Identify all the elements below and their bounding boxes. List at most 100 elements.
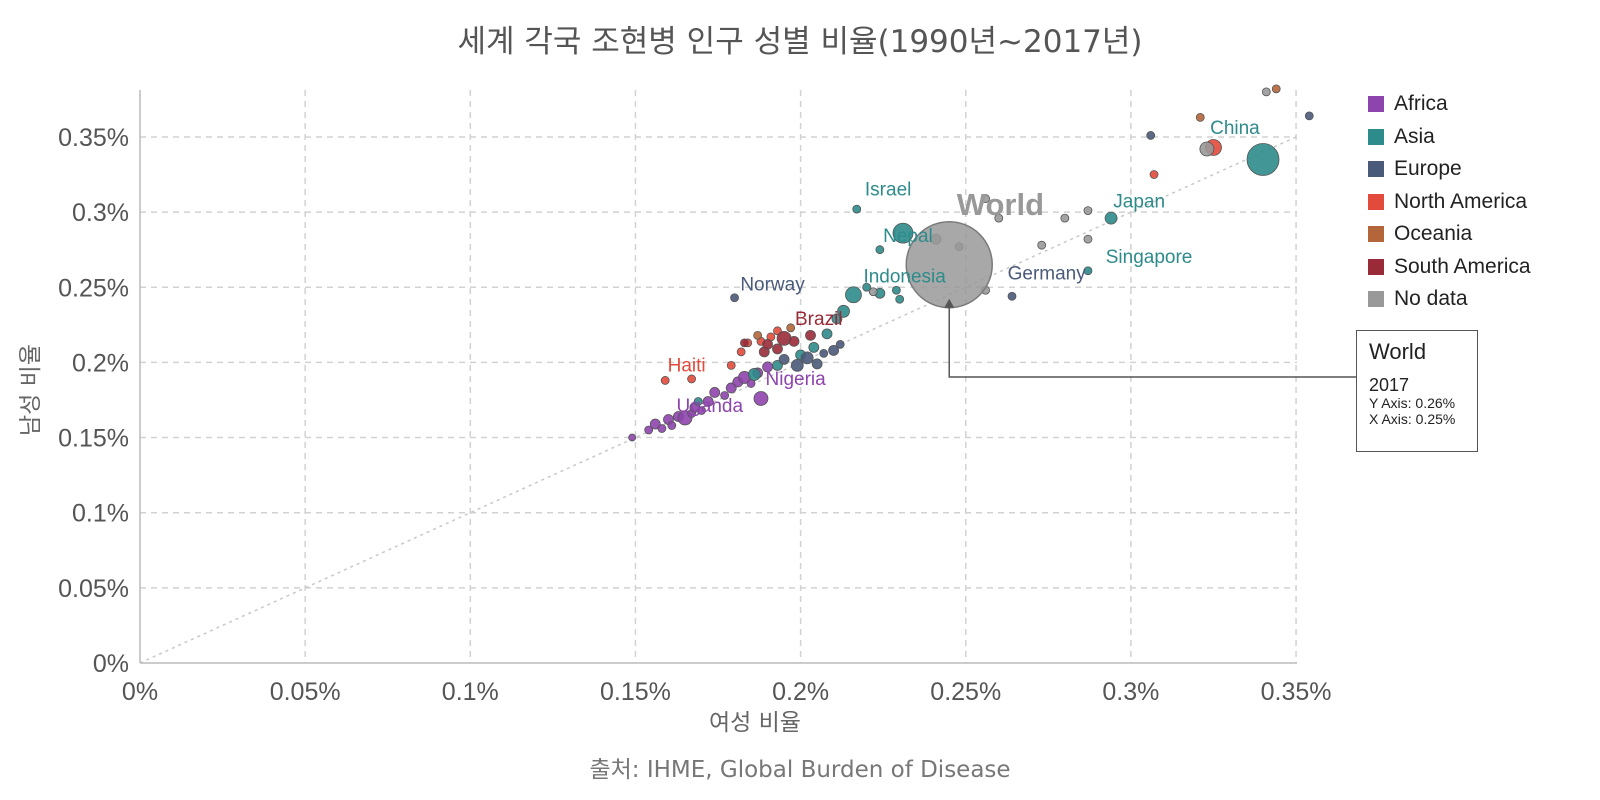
data-point[interactable]	[1149, 170, 1159, 179]
legend-label: No data	[1394, 287, 1468, 311]
data-point[interactable]	[1007, 291, 1017, 301]
data-point[interactable]	[1271, 84, 1281, 94]
data-point[interactable]	[1104, 211, 1118, 225]
data-point[interactable]	[895, 294, 905, 304]
legend-item-oceania[interactable]: Oceania	[1368, 218, 1531, 251]
data-point[interactable]	[1304, 111, 1314, 121]
point-label: Japan	[1113, 192, 1165, 213]
data-points	[628, 84, 1314, 442]
data-point[interactable]	[726, 361, 736, 370]
data-point[interactable]	[891, 285, 901, 295]
data-point[interactable]	[892, 222, 914, 244]
data-point[interactable]	[649, 418, 661, 430]
data-point[interactable]	[852, 204, 862, 214]
grid	[139, 90, 1297, 664]
legend-item-asia[interactable]: Asia	[1368, 121, 1531, 154]
tooltip-x-value: X Axis: 0.25%	[1369, 411, 1456, 427]
y-tick-label: 0.05%	[58, 575, 129, 603]
data-point[interactable]	[778, 353, 790, 365]
tooltip-connector-line	[948, 304, 1356, 378]
x-tick-label: 0.1%	[442, 678, 499, 706]
data-point[interactable]	[747, 368, 761, 381]
data-point[interactable]	[831, 313, 843, 325]
data-point[interactable]	[644, 425, 654, 435]
data-point[interactable]	[1083, 266, 1093, 276]
data-point[interactable]	[660, 376, 670, 385]
data-point[interactable]	[868, 287, 878, 297]
data-point[interactable]	[1060, 213, 1070, 223]
x-tick-label: 0.25%	[930, 678, 1001, 706]
data-point[interactable]	[657, 424, 667, 433]
data-point[interactable]	[790, 359, 804, 372]
legend-label: Oceania	[1394, 222, 1473, 246]
data-point[interactable]	[753, 391, 769, 406]
x-tick-label: 0.35%	[1261, 678, 1332, 706]
point-label: China	[1210, 118, 1260, 139]
data-point[interactable]	[835, 339, 845, 349]
tooltip-arrow	[944, 298, 955, 308]
data-point[interactable]	[730, 293, 739, 303]
data-point[interactable]	[1146, 131, 1156, 140]
axes: 0% 0.05% 0.1% 0.15% 0.2% 0.25% 0.3% 0.35% 0% 0.05…	[18, 90, 1331, 736]
data-point[interactable]	[1246, 143, 1280, 176]
data-point[interactable]	[697, 406, 706, 415]
legend-item-europe[interactable]: Europe	[1368, 153, 1531, 186]
data-point[interactable]	[753, 330, 763, 340]
data-point[interactable]	[1083, 206, 1093, 215]
legend-item-north-america[interactable]: North America	[1368, 186, 1531, 219]
data-point[interactable]	[1083, 234, 1093, 244]
data-point[interactable]	[862, 282, 872, 292]
data-point[interactable]	[725, 382, 737, 394]
legend-label: Europe	[1394, 157, 1462, 181]
data-point[interactable]	[981, 194, 990, 203]
data-point[interactable]	[702, 396, 714, 407]
data-point[interactable]	[1199, 141, 1215, 157]
legend-swatch	[1368, 193, 1384, 210]
data-point[interactable]	[786, 323, 796, 333]
legend-item-south-america[interactable]: South America	[1368, 251, 1531, 284]
data-point[interactable]	[740, 338, 749, 348]
x-axis-title: 여성 비율	[709, 710, 801, 736]
data-point[interactable]	[693, 397, 703, 406]
data-point[interactable]	[1261, 87, 1271, 97]
data-point[interactable]	[811, 358, 823, 370]
chart-title: 세계 각국 조현병 인구 성별 비율(1990년~2017년)	[457, 24, 1143, 60]
data-point[interactable]	[808, 341, 820, 353]
data-point[interactable]	[837, 304, 850, 318]
point-label: Haiti	[668, 355, 706, 376]
legend-label: Africa	[1394, 92, 1448, 116]
data-point[interactable]	[687, 374, 697, 384]
data-point[interactable]	[819, 348, 829, 358]
data-point[interactable]	[736, 347, 746, 357]
legend-swatch	[1368, 161, 1384, 178]
legend-swatch	[1368, 258, 1384, 275]
data-point[interactable]	[628, 433, 637, 442]
point-label: Singapore	[1106, 247, 1193, 268]
point-label: Brazil	[795, 309, 843, 330]
data-point[interactable]	[788, 335, 800, 347]
data-point[interactable]	[875, 245, 885, 255]
data-point[interactable]	[709, 387, 721, 398]
data-point[interactable]	[720, 391, 730, 400]
data-point[interactable]	[994, 213, 1004, 223]
data-point[interactable]	[1195, 113, 1205, 122]
data-point[interactable]	[821, 328, 833, 340]
legend-swatch	[1368, 291, 1384, 308]
data-point[interactable]	[762, 338, 773, 350]
y-tick-label: 0.3%	[72, 199, 129, 227]
legend-item-africa[interactable]: Africa	[1368, 88, 1531, 121]
data-point[interactable]	[772, 343, 783, 355]
tooltip-year: 2017	[1369, 375, 1410, 395]
y-tick-label: 0.1%	[72, 500, 129, 528]
legend-item-no-data[interactable]: No data	[1368, 283, 1531, 316]
data-point[interactable]	[828, 344, 840, 356]
data-point[interactable]	[845, 286, 862, 304]
data-point[interactable]	[667, 421, 677, 430]
data-point[interactable]	[1037, 240, 1047, 250]
data-point[interactable]	[772, 360, 783, 371]
legend-label: Asia	[1394, 124, 1435, 148]
source-note: 출처: IHME, Global Burden of Disease	[589, 757, 1011, 783]
data-point[interactable]	[805, 329, 816, 341]
y-tick-label: 0.15%	[58, 425, 129, 453]
data-point[interactable]	[800, 351, 814, 365]
